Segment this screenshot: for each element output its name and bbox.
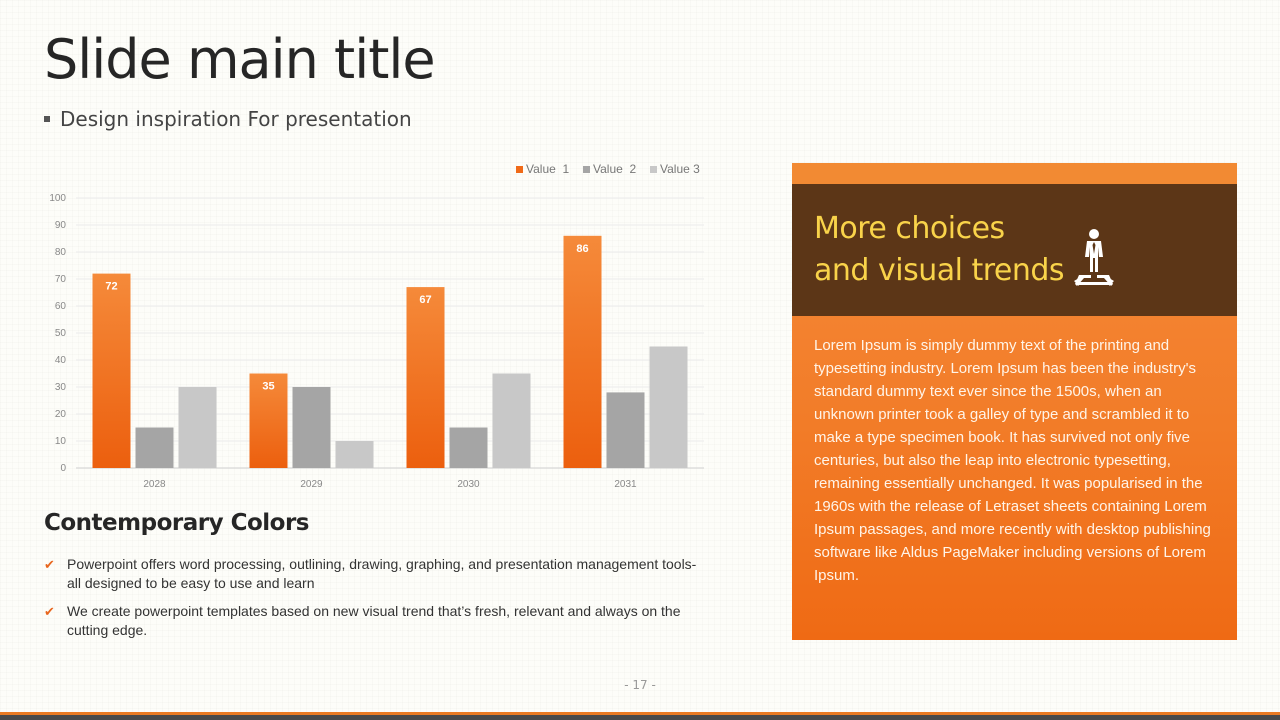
bar-2: [449, 427, 488, 468]
slide-subtitle: Design inspiration For presentation: [44, 107, 412, 131]
bar-1: [249, 373, 288, 468]
list-item: ✔ We create powerpoint templates based o…: [44, 602, 704, 640]
subtitle-text: Design inspiration For presentation: [60, 107, 412, 131]
y-tick-label: 90: [55, 220, 67, 231]
legend-swatch: [650, 166, 657, 173]
y-tick-label: 80: [55, 247, 67, 258]
y-tick-label: 0: [60, 463, 66, 474]
bar-3: [178, 387, 217, 468]
list-item: ✔ Powerpoint offers word processing, out…: [44, 555, 704, 593]
legend-swatch: [583, 166, 590, 173]
checkmark-icon: ✔: [44, 604, 55, 619]
x-tick-label: 2030: [457, 479, 480, 490]
legend-label: Value 1: [526, 162, 569, 176]
x-tick-label: 2029: [300, 479, 323, 490]
data-label: 72: [105, 281, 117, 293]
bar-1: [563, 235, 602, 468]
panel-heading-line1: More choices: [814, 211, 1005, 246]
x-tick-label: 2028: [143, 479, 166, 490]
legend-label: Value 3: [660, 162, 700, 176]
bar-1: [92, 273, 131, 468]
bar-2: [135, 427, 174, 468]
bullet-text: We create powerpoint templates based on …: [67, 603, 681, 638]
checkmark-icon: ✔: [44, 557, 55, 572]
bar-1: [406, 287, 445, 468]
data-label: 67: [419, 294, 431, 306]
page-number: - 17 -: [624, 678, 656, 692]
data-label: 86: [576, 243, 588, 255]
person-crossroads-icon: [1074, 229, 1114, 286]
y-tick-label: 100: [49, 193, 66, 204]
legend-label: Value 2: [593, 162, 636, 176]
bar-2: [606, 392, 645, 468]
bar-3: [492, 373, 531, 468]
bullet-list: ✔ Powerpoint offers word processing, out…: [44, 555, 704, 649]
panel-top-strip: [792, 163, 1237, 184]
section-title: Contemporary Colors: [44, 510, 309, 536]
panel-body: Lorem Ipsum is simply dummy text of the …: [814, 337, 1211, 584]
panel-header: More choices and visual trends: [792, 184, 1237, 316]
bullet-text: Powerpoint offers word processing, outli…: [67, 556, 697, 591]
y-tick-label: 30: [55, 382, 67, 393]
y-tick-label: 10: [55, 436, 67, 447]
square-bullet-icon: [44, 116, 50, 122]
y-tick-label: 60: [55, 301, 67, 312]
slide-title: Slide main title: [44, 28, 436, 91]
panel-heading: More choices and visual trends: [814, 208, 1065, 292]
bar-3: [335, 441, 374, 468]
y-tick-label: 70: [55, 274, 67, 285]
x-tick-label: 2031: [614, 479, 637, 490]
y-tick-label: 50: [55, 328, 67, 339]
bar-chart-svg: 0102030405060708090100722028352029672030…: [49, 162, 704, 490]
data-label: 35: [262, 381, 274, 393]
legend-swatch: [516, 166, 523, 173]
panel-heading-line2: and visual trends: [814, 253, 1065, 288]
info-panel: More choices and visual trends Lorem Ips…: [792, 163, 1237, 640]
y-tick-label: 40: [55, 355, 67, 366]
footer-bar: [0, 712, 1280, 720]
bar-chart: 0 10 20 30 40 50 60 70 80 90 100 72 2028 35 2029 67 2030…: [40, 158, 710, 498]
bar-3: [649, 346, 688, 468]
y-tick-label: 20: [55, 409, 67, 420]
bar-2: [292, 387, 331, 468]
